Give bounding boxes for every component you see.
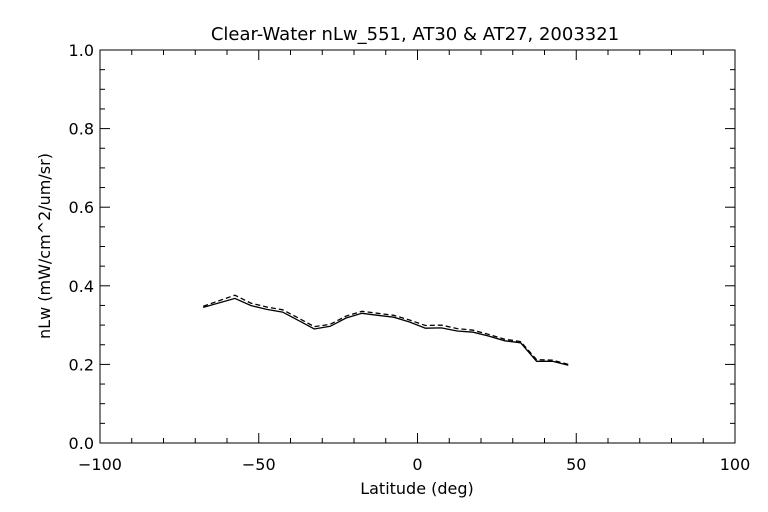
x-tick-label: 50 bbox=[566, 455, 586, 474]
y-tick-label: 0.2 bbox=[69, 355, 94, 374]
y-axis-label: nLw (mW/cm^2/um/sr) bbox=[35, 153, 54, 339]
series-line-dashed bbox=[202, 294, 569, 366]
chart-title: Clear-Water nLw_551, AT30 & AT27, 200332… bbox=[211, 24, 619, 45]
y-tick-label: 0.4 bbox=[69, 277, 94, 296]
x-axis-label: Latitude (deg) bbox=[360, 479, 474, 498]
data-series bbox=[202, 294, 569, 366]
x-tick-label: 100 bbox=[720, 455, 751, 474]
x-tick-label: −50 bbox=[242, 455, 276, 474]
x-tick-label: −100 bbox=[78, 455, 122, 474]
axis-ticks bbox=[99, 49, 736, 444]
y-tick-label: 0.8 bbox=[69, 120, 94, 139]
x-tick-label: 0 bbox=[412, 455, 422, 474]
axis-tick-labels: −100 −50 0 50 100 0.0 0.2 0.4 0.6 0.8 1.0 bbox=[69, 41, 751, 474]
plot-frame bbox=[99, 49, 736, 444]
y-tick-label: 0.6 bbox=[69, 198, 94, 217]
y-tick-label: 1.0 bbox=[69, 41, 94, 60]
y-tick-label: 0.0 bbox=[69, 434, 94, 453]
series-line-solid bbox=[203, 297, 569, 366]
